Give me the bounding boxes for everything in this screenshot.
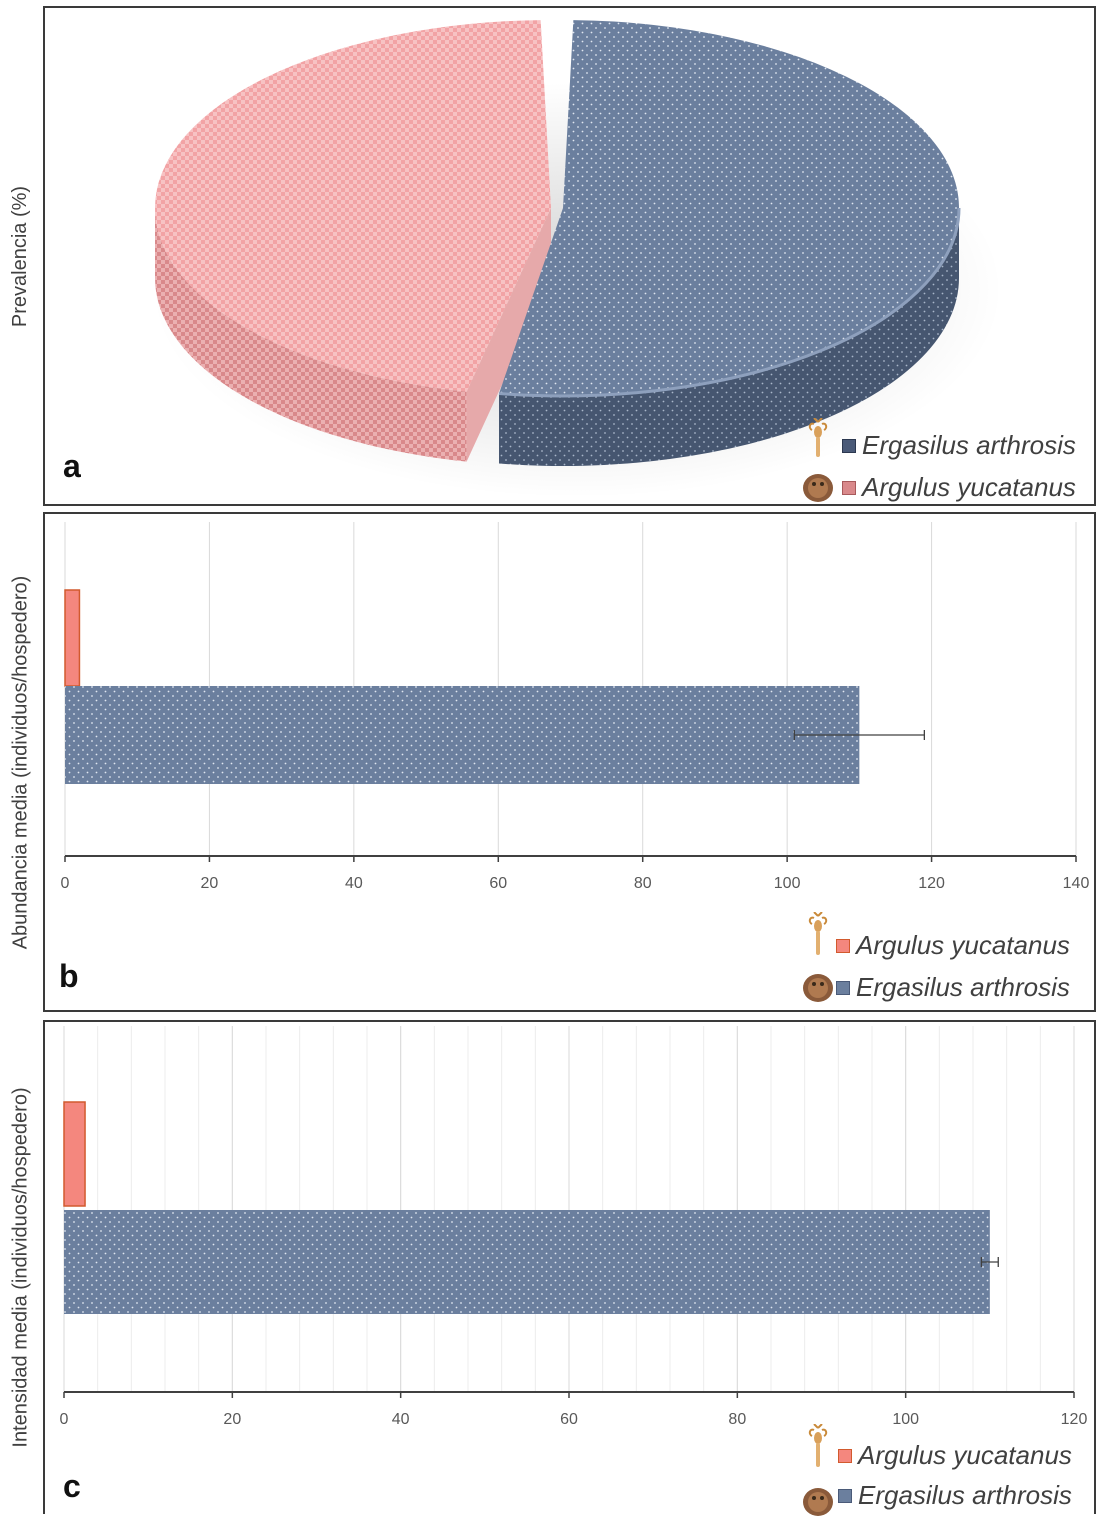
x-tick-label: 40: [392, 1411, 410, 1428]
pie-cut-argulus: [466, 208, 551, 462]
pie-slice-argulus: [155, 20, 551, 392]
legend-label-ergasilus: Ergasilus arthrosis: [856, 972, 1070, 1002]
x-tick-label: 20: [223, 1411, 241, 1428]
x-tick-label: 140: [1063, 875, 1090, 892]
parasite-illustrations: [803, 912, 833, 1002]
x-tick-label: 120: [918, 875, 945, 892]
panel-c-intensity: 0 20 40 60 80 100 120 c Argulus yucatanus Erga…: [43, 1020, 1096, 1516]
y-axis-label-b: Abundancia media (individuos/hospedero): [9, 575, 32, 949]
legend-swatch-ergasilus: [836, 980, 850, 995]
panel-letter-a: a: [63, 448, 81, 484]
argulus-illustration-icon: [803, 1488, 833, 1516]
x-tick-label: 100: [774, 875, 801, 892]
ergasilus-illustration-icon: [808, 1424, 828, 1467]
legend-swatch-argulus: [838, 1448, 852, 1463]
panel-letter-b: b: [59, 958, 79, 994]
legend-a: Ergasilus arthrosis Argulus yucatanus: [800, 418, 1090, 508]
ergasilus-illustration-icon: [808, 912, 828, 955]
y-axis-label-a: Prevalencia (%): [9, 185, 32, 327]
x-tick-label: 80: [634, 875, 652, 892]
legend-item-ergasilus: Ergasilus arthrosis: [836, 972, 1070, 1003]
panel-a-prevalence: a Ergasilus arthrosis Argulus yucatanus: [43, 6, 1096, 506]
parasite-illustrations: [803, 1424, 833, 1516]
x-tick-label: 0: [61, 875, 70, 892]
y-axis-label-c: Intensidad media (individuos/hospedero): [9, 1086, 32, 1448]
x-tick-label: 40: [345, 875, 363, 892]
x-tick-label: 80: [728, 1411, 746, 1428]
bar-argulus: [64, 589, 81, 687]
x-tick-label: 100: [892, 1411, 919, 1428]
x-tick-label: 60: [489, 875, 507, 892]
x-tick-label: 60: [560, 1411, 578, 1428]
x-tick-label: 0: [60, 1411, 69, 1428]
legend-swatch-ergasilus: [842, 438, 856, 453]
pie-slice-ergasilus: [499, 20, 960, 397]
legend-c: Argulus yucatanus Ergasilus arthrosis: [800, 1424, 1090, 1516]
x-tick-label: 120: [1061, 1411, 1088, 1428]
legend-b: Argulus yucatanus Ergasilus arthrosis: [800, 912, 1090, 1008]
legend-label-argulus: Argulus yucatanus: [858, 1440, 1072, 1470]
legend-label-ergasilus: Ergasilus arthrosis: [862, 430, 1076, 460]
legend-label-argulus: Argulus yucatanus: [856, 930, 1070, 960]
legend-item-ergasilus: Ergasilus arthrosis: [842, 430, 1076, 461]
legend-item-ergasilus: Ergasilus arthrosis: [838, 1480, 1072, 1511]
argulus-illustration-icon: [803, 474, 833, 502]
legend-item-argulus: Argulus yucatanus: [836, 930, 1070, 961]
bar-chart-b: 0 20 40 60 80 100 120 140: [61, 522, 1090, 892]
pie-rim-ergasilus: [498, 207, 961, 398]
panel-b-abundance: 0 20 40 60 80 100 120 140 b Argulus yucatanus E…: [43, 512, 1096, 1012]
bar-ergasilus: [65, 686, 860, 784]
legend-label-argulus: Argulus yucatanus: [862, 472, 1076, 502]
pie-side-argulus: [155, 208, 467, 462]
legend-item-argulus: Argulus yucatanus: [842, 472, 1076, 503]
argulus-illustration-icon: [803, 974, 833, 1002]
bar-argulus: [63, 1101, 86, 1207]
parasite-illustrations: [803, 418, 833, 502]
legend-swatch-argulus: [836, 938, 850, 953]
panel-letter-c: c: [63, 1468, 81, 1504]
pie-side-ergasilus: [499, 208, 959, 466]
legend-label-ergasilus: Ergasilus arthrosis: [858, 1480, 1072, 1510]
pie-chart: [151, 20, 1003, 498]
bar-chart-c: 0 20 40 60 80 100 120: [60, 1026, 1088, 1428]
legend-swatch-argulus: [842, 480, 856, 495]
legend-swatch-ergasilus: [838, 1488, 852, 1503]
ergasilus-illustration-icon: [808, 418, 828, 457]
bar-ergasilus: [64, 1210, 990, 1314]
x-tick-label: 20: [201, 875, 219, 892]
legend-item-argulus: Argulus yucatanus: [838, 1440, 1072, 1471]
